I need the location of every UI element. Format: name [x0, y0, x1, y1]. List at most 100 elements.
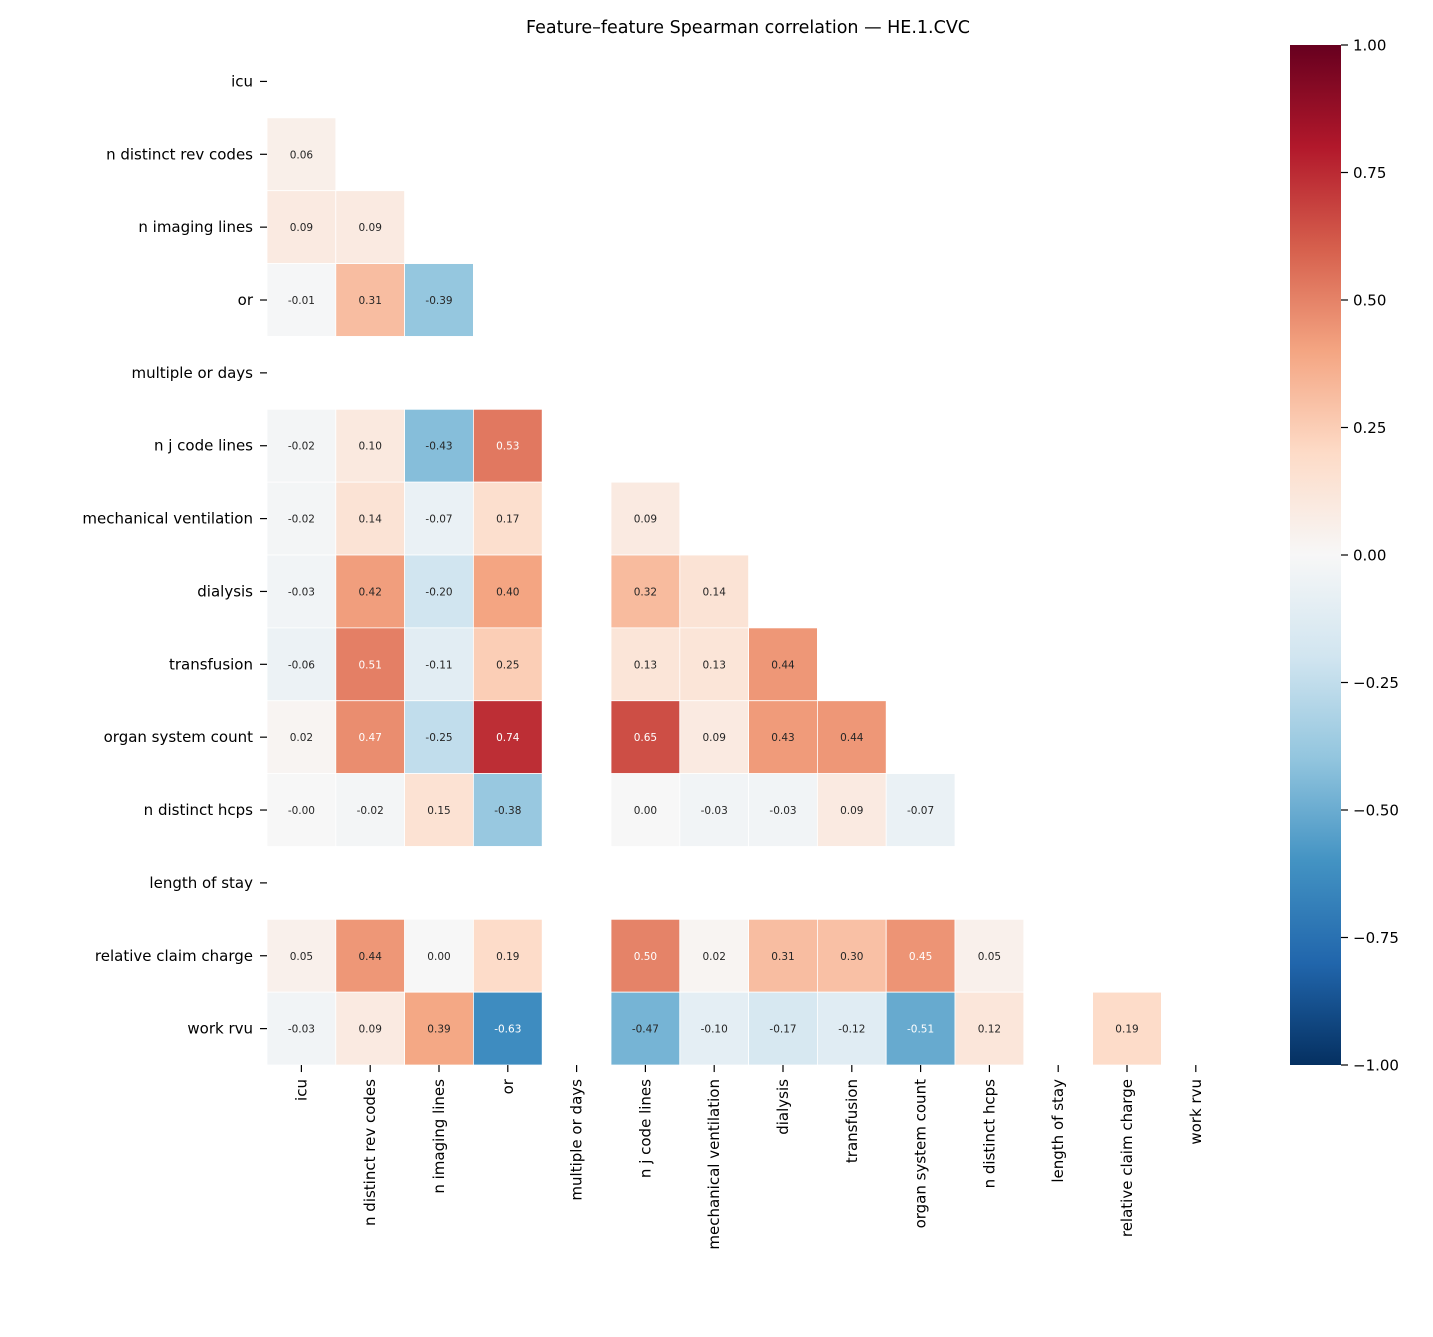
heatmap-cell-10-3 — [472, 773, 543, 847]
y-tick-label: transfusion — [169, 655, 253, 673]
heatmap-cell-12-3 — [472, 918, 543, 993]
x-tick-label: transfusion — [843, 1079, 861, 1163]
cell-value-label: -0.02 — [288, 441, 315, 453]
cell-value-label: 0.53 — [496, 441, 519, 453]
cell-value-label: -0.02 — [357, 805, 384, 817]
heatmap-cell-12-2 — [404, 918, 474, 993]
heatmap-cell-10-9 — [885, 773, 956, 847]
cell-value-label: -0.51 — [907, 1024, 934, 1036]
cell-value-label: 0.65 — [634, 732, 657, 744]
heatmap-cell-9-2 — [404, 700, 474, 774]
colorbar-tick-label: 0.75 — [1353, 164, 1386, 182]
cell-value-label: 0.06 — [290, 149, 314, 161]
colorbar-tick-label: 0.25 — [1353, 419, 1386, 437]
cell-value-label: -0.47 — [632, 1024, 659, 1036]
y-axis-labels: icu n distinct rev codes n imaging lines or… — [82, 72, 267, 1038]
x-tick-label: relative claim charge — [1118, 1079, 1136, 1237]
heatmap-cell-7-3 — [472, 554, 543, 629]
cell-value-label: 0.02 — [290, 732, 313, 744]
heatmap-cell-6-3 — [472, 481, 543, 556]
heatmap-cell-12-9 — [885, 918, 956, 993]
heatmap-cell-9-8 — [817, 700, 887, 774]
colorbar: 1.00 0.75 0.50 0.25 0.00 −0.25 −0.50 −0.75 −1.00 — [1290, 37, 1399, 1075]
cell-value-label: -0.38 — [494, 805, 521, 817]
heatmap-cell-8-3 — [472, 627, 543, 702]
x-tick-label: work rvu — [1187, 1079, 1205, 1145]
x-tick-label: icu — [292, 1079, 310, 1101]
cell-value-label: 0.05 — [978, 951, 1001, 963]
heatmap-cell-3-0 — [266, 263, 337, 337]
colorbar-gradient — [1290, 45, 1341, 1065]
cell-value-label: 0.00 — [634, 805, 657, 817]
y-tick-label: organ system count — [104, 728, 254, 746]
y-tick-label: icu — [231, 72, 253, 90]
cell-value-label: -0.03 — [288, 586, 315, 598]
cell-value-label: -0.02 — [288, 514, 315, 526]
cell-value-label: 0.00 — [427, 951, 450, 963]
cell-value-label: -0.43 — [425, 441, 452, 453]
y-tick-label: multiple or days — [131, 364, 253, 382]
cell-value-label: 0.15 — [427, 805, 450, 817]
heatmap-cell-10-1 — [335, 773, 405, 847]
x-tick-label: n imaging lines — [430, 1079, 448, 1194]
heatmap-cell-13-9 — [885, 991, 956, 1066]
y-tick-label: mechanical ventilation — [82, 510, 253, 528]
heatmap-cell-10-2 — [404, 773, 474, 847]
heatmap-cells: 0.06 0.09 0.09 -0.01 0.31 -0.39 -0.02 0.10 -0.43… — [266, 117, 1162, 1066]
heatmap-cell-6-1 — [335, 481, 405, 556]
heatmap-cell-13-1 — [335, 991, 405, 1066]
cell-value-label: 0.25 — [496, 659, 519, 671]
colorbar-tick-label: −1.00 — [1353, 1057, 1399, 1075]
y-tick-label: work rvu — [187, 1020, 253, 1038]
colorbar-tick-label: −0.75 — [1353, 929, 1399, 947]
y-tick-label: n imaging lines — [138, 218, 253, 236]
heatmap-cell-7-6 — [679, 554, 749, 629]
colorbar-tick-label: −0.50 — [1353, 802, 1399, 820]
cell-value-label: 0.13 — [634, 659, 657, 671]
cell-value-label: 0.31 — [771, 951, 794, 963]
cell-value-label: 0.17 — [496, 514, 519, 526]
x-tick-label: organ system count — [912, 1079, 930, 1229]
cell-value-label: 0.42 — [359, 586, 382, 598]
heatmap-cell-3-1 — [335, 263, 405, 337]
heatmap-cell-6-5 — [610, 481, 681, 556]
cell-value-label: -0.00 — [288, 805, 315, 817]
y-tick-label: or — [238, 291, 254, 309]
heatmap-cell-8-6 — [679, 627, 749, 702]
x-tick-label: n j code lines — [636, 1079, 654, 1178]
cell-value-label: 0.47 — [359, 732, 382, 744]
heatmap-cell-10-0 — [266, 773, 337, 847]
cell-value-label: 0.45 — [909, 951, 932, 963]
x-tick-label: length of stay — [1049, 1079, 1067, 1183]
cell-value-label: 0.50 — [634, 951, 657, 963]
cell-value-label: -0.11 — [425, 659, 452, 671]
x-axis-labels: icu n distinct rev codes n imaging lines or… — [292, 1065, 1205, 1250]
cell-value-label: -0.03 — [769, 805, 796, 817]
heatmap-cell-9-0 — [266, 700, 337, 774]
cell-value-label: -0.20 — [425, 586, 452, 598]
cell-value-label: 0.44 — [359, 951, 383, 963]
cell-value-label: -0.07 — [425, 514, 452, 526]
cell-value-label: 0.13 — [703, 659, 726, 671]
x-tick-label: dialysis — [774, 1079, 792, 1135]
heatmap-cell-3-2 — [404, 263, 474, 337]
cell-value-label: 0.44 — [840, 732, 864, 744]
cell-value-label: -0.17 — [769, 1024, 796, 1036]
cell-value-label: 0.51 — [359, 659, 382, 671]
y-tick-label: n j code lines — [154, 437, 253, 455]
cell-value-label: 0.43 — [771, 732, 794, 744]
colorbar-tick-label: −0.25 — [1353, 674, 1399, 692]
colorbar-tick-label: 0.50 — [1353, 292, 1386, 310]
y-tick-label: n distinct rev codes — [106, 145, 253, 163]
y-tick-label: relative claim charge — [95, 947, 253, 965]
chart-title: Feature–feature Spearman correlation — H… — [526, 18, 970, 38]
heatmap-cell-12-8 — [817, 918, 887, 993]
heatmap-cell-12-10 — [954, 918, 1025, 993]
colorbar-tick-label: 0.00 — [1353, 547, 1386, 565]
heatmap-cell-13-3 — [472, 991, 543, 1066]
cell-value-label: -0.10 — [701, 1024, 728, 1036]
heatmap-cell-7-2 — [404, 554, 474, 629]
cell-value-label: -0.63 — [494, 1024, 521, 1036]
cell-value-label: -0.03 — [701, 805, 728, 817]
